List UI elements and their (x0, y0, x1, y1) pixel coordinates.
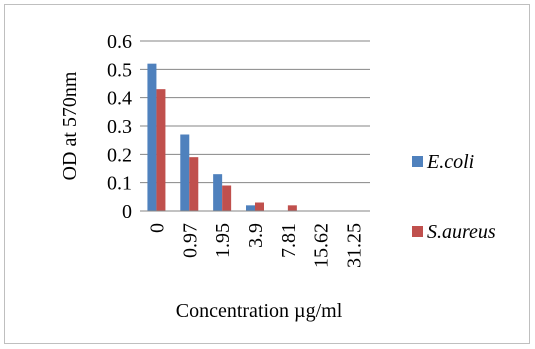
y-tick-label: 0.5 (107, 59, 132, 81)
legend-label-saureus: S.aureus (427, 221, 496, 243)
x-tick-label: 1.95 (212, 223, 234, 258)
bar-ecoli-3 (246, 205, 255, 211)
bar-saureus-4 (287, 205, 297, 211)
x-tick-label: 31.25 (344, 223, 366, 268)
bar-ecoli-1 (180, 134, 190, 211)
chart-frame (4, 4, 530, 344)
legend-swatch-ecoli (412, 156, 423, 167)
y-tick-label: 0.3 (107, 116, 132, 138)
legend: E.coli S.aureus (412, 151, 496, 243)
bar-saureus-3 (255, 202, 264, 211)
x-tick-label: 7.81 (278, 223, 300, 258)
y-axis-title: OD at 570nm (59, 71, 81, 180)
x-tick-labels: 0 0.97 1.95 3.9 7.81 15.62 31.25 (146, 223, 365, 268)
bar-saureus-1 (189, 157, 199, 211)
y-tick-label: 0.4 (107, 88, 132, 110)
x-tick-label: 15.62 (311, 223, 333, 268)
y-tick-label: 0 (122, 201, 132, 223)
y-tick-label: 0.2 (107, 144, 132, 166)
bar-saureus-0 (156, 89, 166, 211)
x-axis-title: Concentration µg/ml (176, 300, 343, 322)
gridlines (140, 40, 370, 184)
bar-saureus-2 (222, 185, 232, 211)
bar-ecoli-2 (213, 174, 223, 211)
y-tick-label: 0.1 (107, 173, 132, 195)
y-tick-labels: 0 0.1 0.2 0.3 0.4 0.5 0.6 (107, 31, 132, 223)
y-tick-label: 0.6 (107, 31, 132, 53)
legend-swatch-saureus (412, 226, 423, 237)
bars (147, 63, 297, 211)
legend-label-ecoli: E.coli (426, 151, 474, 173)
x-tick-label: 0.97 (179, 223, 201, 258)
bar-ecoli-0 (147, 63, 157, 211)
x-tick-label: 0 (146, 223, 168, 233)
x-tick-label: 3.9 (245, 223, 267, 248)
